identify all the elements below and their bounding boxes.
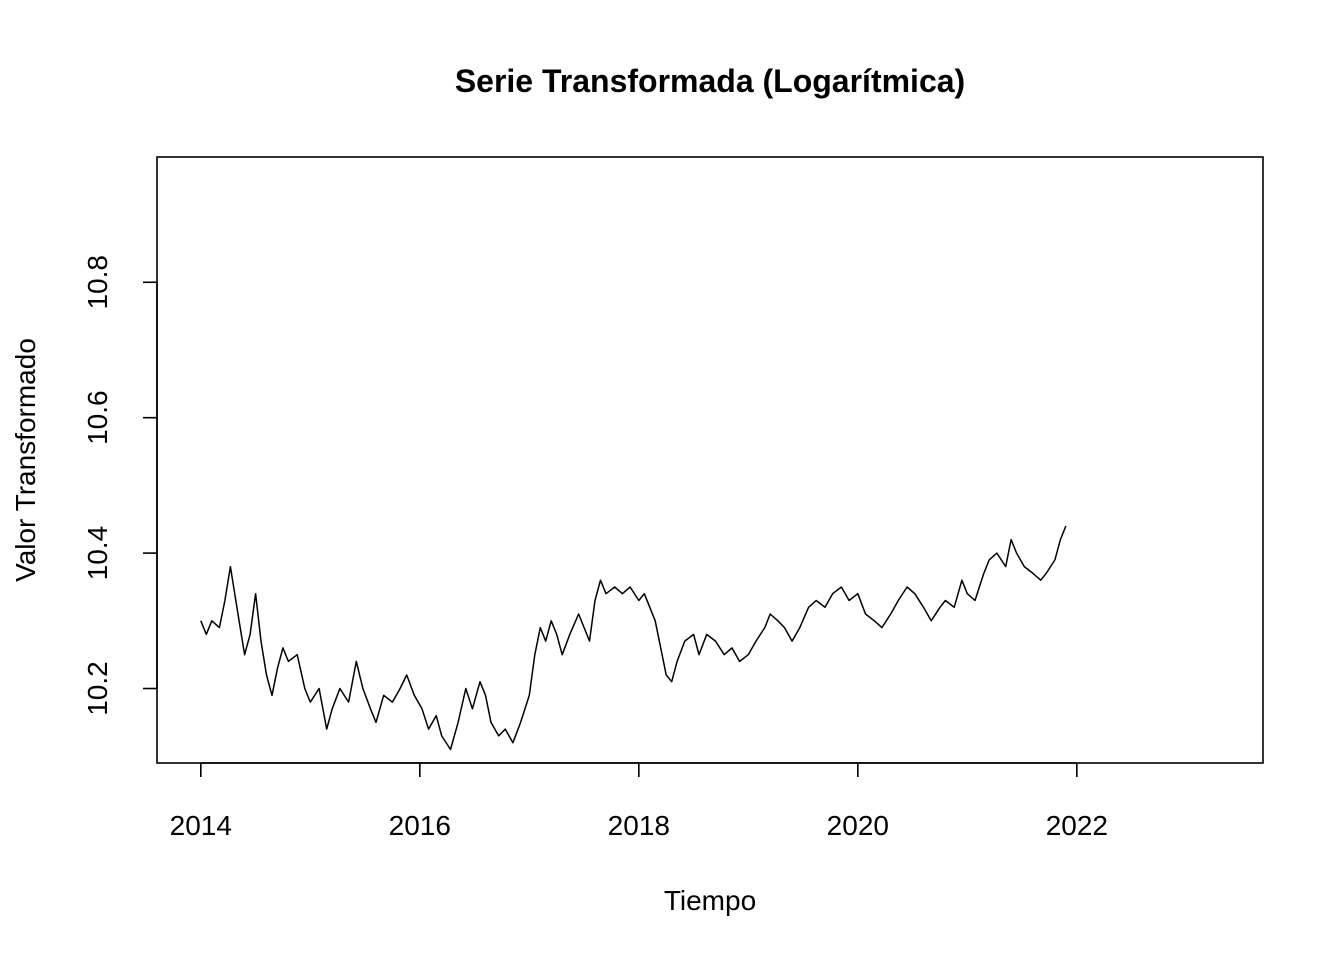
x-tick-label: 2020 <box>827 810 889 841</box>
x-tick-label: 2016 <box>389 810 451 841</box>
y-axis-label: Valor Transformado <box>10 338 41 582</box>
chart-title: Serie Transformada (Logarítmica) <box>455 63 965 99</box>
x-axis-label: Tiempo <box>664 885 756 916</box>
y-tick-label: 10.4 <box>82 526 113 581</box>
y-tick-label: 10.6 <box>82 390 113 445</box>
series-layer <box>200 525 1067 751</box>
y-tick-label: 10.2 <box>82 661 113 716</box>
x-tick-label: 2014 <box>170 810 232 841</box>
x-axis: 2014 2016 2018 2020 2022 <box>170 762 1108 841</box>
x-tick-label: 2018 <box>608 810 670 841</box>
y-axis: 10.2 10.4 10.6 10.8 <box>82 255 158 716</box>
x-tick-label: 2022 <box>1046 810 1108 841</box>
series-line <box>200 525 1067 751</box>
plot-frame <box>156 156 1264 764</box>
y-tick-label: 10.8 <box>82 255 113 310</box>
